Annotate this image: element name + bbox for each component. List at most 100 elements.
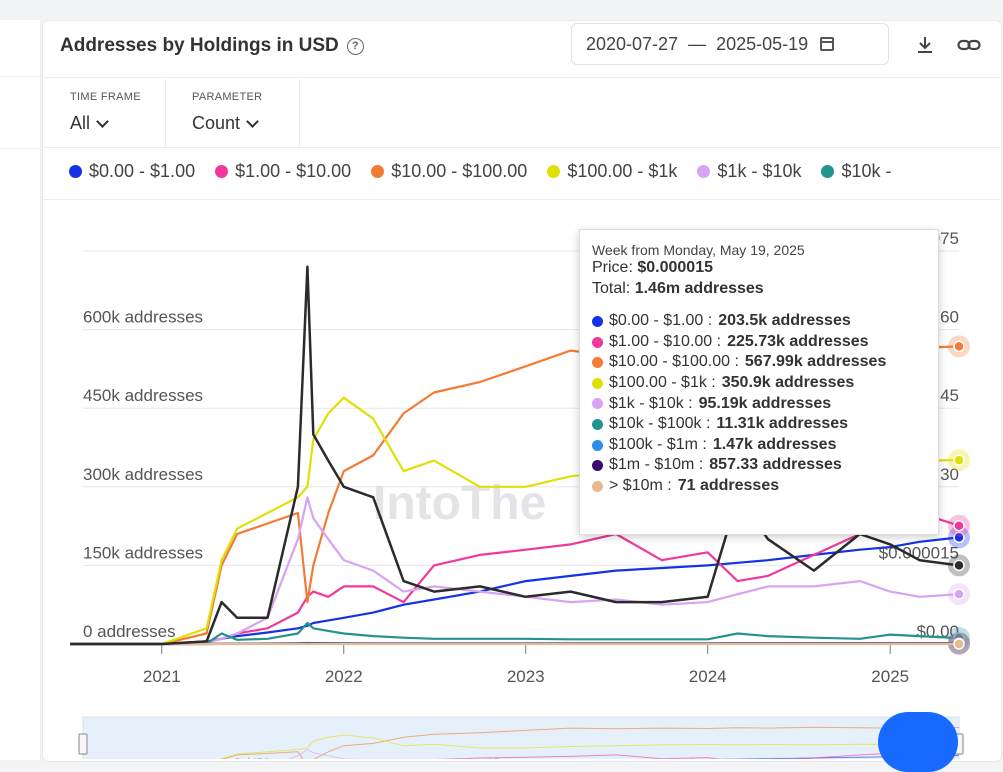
tooltip-series-value: 567.99k addresses [745, 352, 886, 373]
timeframe-value[interactable]: All [70, 113, 90, 134]
tooltip-series-label: $1.00 - $10.00 : [609, 332, 721, 353]
tooltip-series-label: $10.00 - $100.00 : [609, 352, 739, 373]
tooltip-series-label: $1k - $10k : [609, 394, 693, 415]
legend-label: $1.00 - $10.00 [235, 161, 351, 182]
chart-card: Addresses by Holdings in USD ? 2020-07-2… [42, 20, 1002, 762]
x-tick-label: 2024 [689, 667, 727, 686]
tooltip-series-dot [592, 337, 603, 348]
legend-dot [547, 165, 560, 178]
parameter-value[interactable]: Count [192, 113, 240, 134]
date-range-picker[interactable]: 2020-07-27 — 2025-05-19 [571, 23, 889, 65]
legend-dot [69, 165, 82, 178]
x-tick-label: 2022 [325, 667, 363, 686]
tooltip-series-label: $0.00 - $1.00 : [609, 311, 712, 332]
legend-dot [371, 165, 384, 178]
tooltip-series-row: $100k - $1m :1.47k addresses [592, 435, 926, 456]
series-end-marker [954, 560, 964, 570]
legend-label: $0.00 - $1.00 [89, 161, 195, 182]
parameter-label: PARAMETER [192, 91, 262, 103]
timeframe-label: TIME FRAME [70, 91, 141, 103]
date-from[interactable]: 2020-07-27 [586, 34, 678, 55]
legend-item[interactable]: $10k - [821, 161, 891, 182]
series-end-marker [954, 521, 964, 531]
tooltip-series-dot [592, 460, 603, 471]
tooltip-series-label: > $10m : [609, 476, 672, 497]
tooltip-series-value: 95.19k addresses [699, 394, 832, 415]
navigator-handle[interactable] [79, 734, 87, 754]
legend-item[interactable]: $1.00 - $10.00 [215, 161, 351, 182]
series-end-marker [954, 639, 964, 649]
tooltip-series-row: $10.00 - $100.00 : 567.99k addresses [592, 352, 926, 373]
legend-label: $100.00 - $1k [567, 161, 677, 182]
tooltip-series-row: $1.00 - $10.00 : 225.73k addresses [592, 332, 926, 353]
tooltip-total: Total: 1.46m addresses [592, 279, 926, 300]
legend-item[interactable]: $100.00 - $1k [547, 161, 677, 182]
question-circle-icon[interactable]: ? [347, 38, 364, 55]
navigator-label: Jul '21 [233, 755, 270, 759]
tooltip-series-label: $10k - $100k : [609, 414, 710, 435]
tooltip-total-value: 1.46m addresses [635, 280, 764, 297]
tooltip-series-value: 11.31k addresses [716, 414, 848, 435]
tooltip-series-dot [592, 378, 603, 389]
legend-label: $10.00 - $100.00 [391, 161, 527, 182]
date-separator: — [688, 34, 706, 55]
link-icon[interactable] [957, 33, 981, 57]
tooltip-series-dot [592, 481, 603, 492]
x-tick-label: 2021 [143, 667, 181, 686]
legend-dot [821, 165, 834, 178]
tooltip-series-value: 225.73k addresses [727, 332, 868, 353]
tooltip-series-label: $1m - $10m : [609, 455, 703, 476]
tooltip-series-value: 350.9k addresses [722, 373, 855, 394]
navigator-label: Oct '22 [459, 755, 500, 759]
tooltip: Week from Monday, May 19, 2025 Price: $0… [579, 229, 939, 535]
legend-item[interactable]: $1k - $10k [697, 161, 801, 182]
parameter-filter[interactable]: PARAMETER Count [165, 79, 300, 147]
timeframe-filter[interactable]: TIME FRAME All [43, 79, 166, 147]
tooltip-series-label: $100k - $1m : [609, 435, 707, 456]
y-tick-label: 150k addresses [83, 543, 203, 562]
y-tick-label: 600k addresses [83, 308, 203, 327]
tooltip-total-label: Total: [592, 280, 630, 297]
tooltip-series-row: $1k - $10k : 95.19k addresses [592, 394, 926, 415]
download-icon[interactable] [913, 33, 937, 57]
legend-label: $1k - $10k [717, 161, 801, 182]
tooltip-series-value: 203.5k addresses [718, 311, 851, 332]
parameter-dropdown[interactable]: Count [192, 113, 257, 134]
legend-label: $10k - [841, 161, 891, 182]
divider [43, 147, 1001, 148]
calendar-icon[interactable] [820, 37, 834, 51]
x-tick-label: 2023 [507, 667, 545, 686]
tooltip-series-row: $1m - $10m :857.33 addresses [592, 455, 926, 476]
tooltip-series-label: $100.00 - $1k : [609, 373, 716, 394]
legend-item[interactable]: $10.00 - $100.00 [371, 161, 527, 182]
tooltip-series-dot [592, 357, 603, 368]
y-right-tick-label: 45 [940, 386, 959, 405]
navigator-label: Jan '24 [687, 755, 729, 759]
chat-widget-button[interactable] [878, 712, 958, 772]
chart-title: Addresses by Holdings in USD ? [60, 35, 364, 57]
tooltip-series-value: 71 addresses [678, 476, 779, 497]
watermark: IntoThe [373, 477, 546, 530]
tooltip-series-row: > $10m : 71 addresses [592, 476, 926, 497]
tooltip-series-row: $100.00 - $1k : 350.9k addresses [592, 373, 926, 394]
legend-dot [697, 165, 710, 178]
series-end-marker [954, 589, 964, 599]
tooltip-price-label: Price: [592, 259, 633, 276]
tooltip-series-dot [592, 440, 603, 451]
tooltip-series-dot [592, 419, 603, 430]
tooltip-series-dot [592, 398, 603, 409]
y-right-tick-label: 60 [940, 308, 959, 327]
chart-title-text: Addresses by Holdings in USD [60, 35, 339, 57]
chevron-down-icon [246, 115, 259, 128]
date-to[interactable]: 2025-05-19 [716, 34, 808, 55]
series-end-marker [954, 455, 964, 465]
timeframe-dropdown[interactable]: All [70, 113, 107, 134]
left-panel-divider [0, 148, 40, 149]
series-end-marker [954, 341, 964, 351]
tooltip-week: Week from Monday, May 19, 2025 [592, 242, 926, 258]
chevron-down-icon [96, 115, 109, 128]
series-line [70, 537, 959, 644]
tooltip-series-dot [592, 316, 603, 327]
legend-item[interactable]: $0.00 - $1.00 [69, 161, 195, 182]
tooltip-series-row: $10k - $100k : 11.31k addresses [592, 414, 926, 435]
